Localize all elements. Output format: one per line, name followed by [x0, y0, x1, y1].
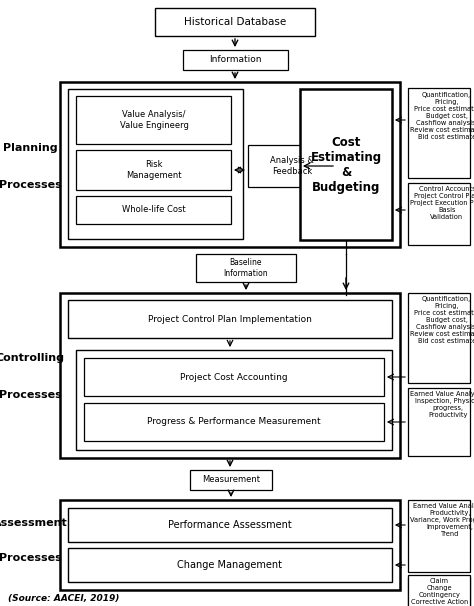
Bar: [76, 196, 231, 224]
Bar: [248, 145, 336, 187]
Bar: [190, 470, 272, 490]
Bar: [68, 89, 243, 239]
Bar: [408, 293, 470, 383]
Text: Processes: Processes: [0, 390, 61, 400]
Text: Claim
Change
Contingency
Corrective Action
Dispute
Variance Analysis: Claim Change Contingency Corrective Acti…: [410, 578, 468, 606]
Text: Measurement: Measurement: [202, 476, 260, 485]
Text: Control Accounts
Project Control Plan
Project Execution Plan
Basis
Validation: Control Accounts Project Control Plan Pr…: [410, 186, 474, 220]
Text: Value Analysis/
Value Engineerg: Value Analysis/ Value Engineerg: [119, 110, 189, 130]
Bar: [408, 183, 470, 245]
Text: Whole-life Cost: Whole-life Cost: [122, 205, 186, 215]
Text: Earned Value Analysis,
Productivity,
Variance, Work Progress
Improvement,
Trend: Earned Value Analysis, Productivity, Var…: [410, 503, 474, 537]
Bar: [408, 88, 470, 178]
Text: Performance Assessment: Performance Assessment: [168, 520, 292, 530]
Text: Analysis &
Feedback: Analysis & Feedback: [270, 156, 314, 176]
Bar: [76, 96, 231, 144]
Bar: [155, 8, 315, 36]
Bar: [60, 293, 400, 458]
Bar: [60, 500, 400, 590]
Bar: [196, 254, 296, 282]
Bar: [68, 508, 392, 542]
Text: Quantification,
Pricing,
Price cost estimate,
Budget cost,
Cashflow analysis,
Re: Quantification, Pricing, Price cost esti…: [410, 92, 474, 140]
Text: (Source: AACEI, 2019): (Source: AACEI, 2019): [8, 593, 119, 602]
Text: Assessment: Assessment: [0, 518, 67, 528]
Bar: [76, 350, 392, 450]
Bar: [84, 358, 384, 396]
Text: Planning: Planning: [3, 143, 57, 153]
Text: Progress & Performance Measurement: Progress & Performance Measurement: [147, 418, 321, 427]
Text: Quantification,
Pricing,
Price cost estimate,
Budget cost,
Cashflow analysis,
Re: Quantification, Pricing, Price cost esti…: [410, 296, 474, 344]
Text: Processes: Processes: [0, 180, 61, 190]
Bar: [76, 150, 231, 190]
Bar: [408, 577, 470, 606]
Bar: [60, 82, 400, 247]
Text: Processes: Processes: [0, 553, 61, 563]
Text: Information: Information: [209, 56, 261, 64]
Text: Controlling: Controlling: [0, 353, 64, 363]
Bar: [300, 89, 392, 240]
Bar: [84, 403, 384, 441]
Text: Project Control Plan Implementation: Project Control Plan Implementation: [148, 315, 312, 324]
Bar: [408, 500, 470, 572]
Text: Cost
Estimating
&
Budgeting: Cost Estimating & Budgeting: [310, 136, 382, 194]
Bar: [68, 300, 392, 338]
Text: Risk
Management: Risk Management: [126, 161, 182, 180]
Bar: [408, 388, 470, 456]
Text: Historical Database: Historical Database: [184, 17, 286, 27]
Text: Project Cost Accounting: Project Cost Accounting: [180, 373, 288, 382]
Bar: [183, 50, 288, 70]
Text: Baseline
Information: Baseline Information: [224, 258, 268, 278]
Bar: [408, 575, 470, 606]
Text: Earned Value Analysis,
Inspection, Physical
progress,
Productivity: Earned Value Analysis, Inspection, Physi…: [410, 391, 474, 418]
Text: Change Management: Change Management: [177, 560, 283, 570]
Bar: [68, 548, 392, 582]
